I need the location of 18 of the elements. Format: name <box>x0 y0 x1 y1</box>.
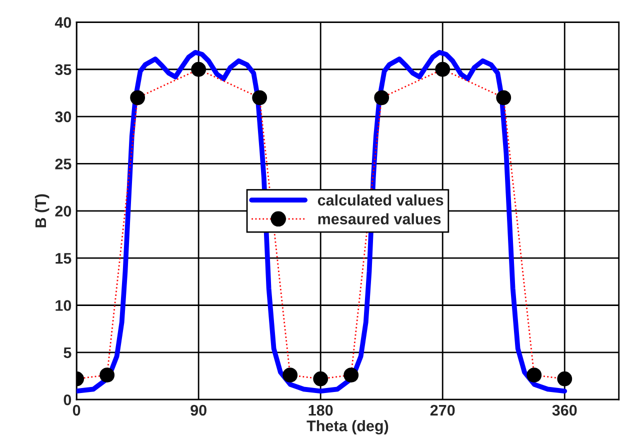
x-tick-label: 360 <box>552 404 577 416</box>
y-tick-label: 40 <box>54 17 72 28</box>
x-tick-label: 180 <box>308 404 333 416</box>
y-tick-label: 20 <box>55 206 72 217</box>
y-tick-label: 35 <box>55 64 72 76</box>
y-tick-label: 5 <box>64 347 72 358</box>
x-tick-label: 0 <box>72 404 80 416</box>
x-tick-label: 90 <box>190 404 206 416</box>
y-tick-label: 10 <box>56 300 72 311</box>
x-axis-title: Theta (deg) <box>306 420 388 434</box>
legend-label: calculated values <box>318 194 444 206</box>
y-axis-title: B (T) <box>34 194 50 228</box>
y-tick-label: 0 <box>64 394 72 406</box>
y-tick-label: 30 <box>55 111 72 122</box>
legend-label: mesaured values <box>318 213 441 224</box>
x-tick-label: 270 <box>430 404 455 416</box>
y-tick-label: 25 <box>55 158 72 170</box>
y-tick-label: 15 <box>56 253 72 264</box>
